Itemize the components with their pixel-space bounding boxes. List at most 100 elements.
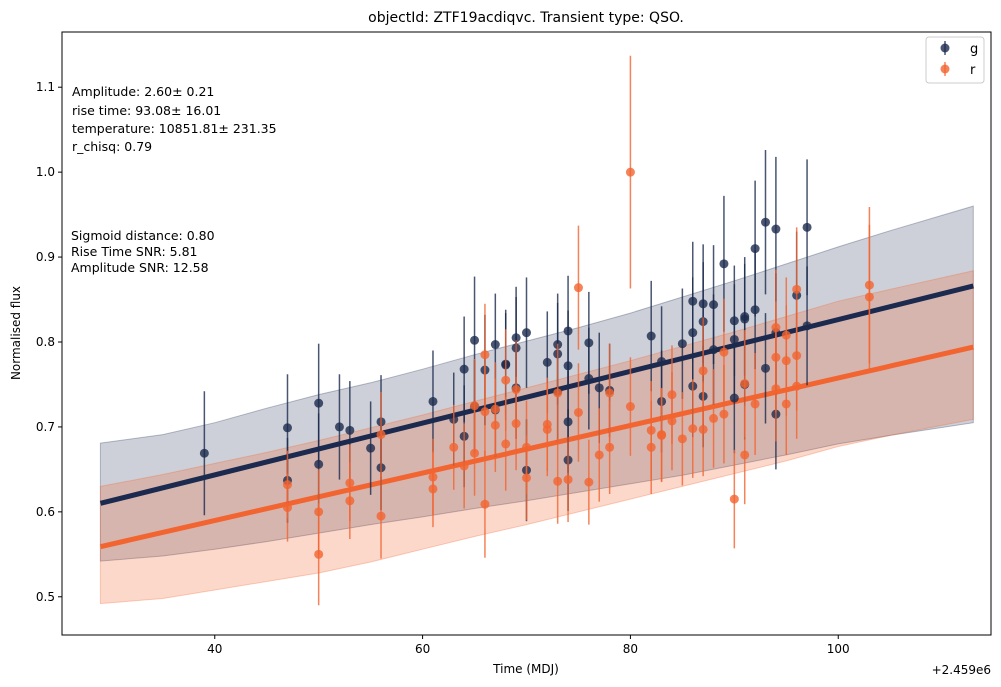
legend-marker-g bbox=[940, 43, 950, 53]
point-r-46 bbox=[698, 366, 708, 376]
point-r-51 bbox=[729, 494, 739, 504]
x-axis-label: Time (MDJ) bbox=[492, 662, 559, 676]
fit-line-r bbox=[99, 344, 974, 550]
point-r-14 bbox=[480, 350, 490, 360]
point-r-52 bbox=[740, 379, 750, 389]
point-g-4 bbox=[314, 459, 324, 469]
point-r-34 bbox=[605, 388, 615, 398]
point-g-61 bbox=[771, 224, 781, 234]
point-r-24 bbox=[522, 473, 531, 483]
point-g-55 bbox=[740, 314, 750, 324]
point-r-11 bbox=[459, 461, 469, 471]
point-g-12 bbox=[459, 364, 469, 374]
x-axis-offset-label: +2.459e6 bbox=[932, 663, 991, 677]
point-r-57 bbox=[771, 384, 781, 394]
annotation-sigmoid-distance: Sigmoid distance: 0.80 bbox=[71, 228, 215, 243]
legend-marker-r bbox=[940, 64, 950, 74]
point-g-5 bbox=[334, 422, 344, 432]
y-tick-label-0.5: 0.5 bbox=[36, 590, 55, 604]
y-tick-label-1: 1.0 bbox=[36, 165, 55, 179]
fit-line-g bbox=[99, 283, 974, 506]
point-g-3 bbox=[314, 398, 324, 408]
y-axis-label: Normalised flux bbox=[9, 286, 23, 380]
point-g-24 bbox=[522, 328, 531, 338]
point-r-49 bbox=[719, 347, 729, 357]
point-r-53 bbox=[740, 450, 750, 460]
point-r-9 bbox=[428, 484, 438, 494]
axes: 40 60 80 100 0.5 0.6 0.7 0.8 0.9 1.0 1.1 bbox=[36, 80, 850, 656]
point-g-57 bbox=[750, 244, 760, 254]
x-tick-label-60: 60 bbox=[415, 642, 430, 656]
point-r-50 bbox=[719, 409, 729, 419]
legend-entry-r: r bbox=[940, 62, 976, 78]
point-r-45 bbox=[688, 424, 698, 434]
annotation-r-chisq: r_chisq: 0.79 bbox=[72, 139, 152, 154]
plot-area bbox=[99, 55, 974, 606]
point-r-35 bbox=[605, 442, 615, 452]
y-tick-label-0.9: 0.9 bbox=[36, 250, 55, 264]
point-g-36 bbox=[594, 383, 604, 393]
legend-box bbox=[925, 36, 985, 84]
point-g-7 bbox=[366, 443, 376, 453]
plot-frame bbox=[61, 31, 992, 636]
point-g-65 bbox=[802, 222, 812, 232]
point-r-30 bbox=[573, 283, 583, 293]
point-g-14 bbox=[470, 335, 480, 345]
point-r-27 bbox=[553, 388, 563, 398]
point-r-16 bbox=[480, 499, 490, 509]
point-r-6 bbox=[376, 430, 386, 440]
point-r-63 bbox=[792, 381, 802, 391]
point-g-59 bbox=[761, 217, 771, 227]
point-r-22 bbox=[511, 419, 521, 429]
point-g-43 bbox=[688, 328, 698, 338]
point-r-36 bbox=[625, 167, 635, 177]
point-r-37 bbox=[625, 402, 635, 412]
x-tick-label-80: 80 bbox=[623, 642, 638, 656]
point-g-49 bbox=[709, 345, 719, 355]
annotation-amplitude-snr: Amplitude SNR: 12.58 bbox=[71, 260, 209, 275]
point-r-7 bbox=[376, 511, 386, 521]
chart-title: objectId: ZTF19acdiqvc. Transient type: … bbox=[368, 10, 684, 26]
y-tick-label-0.8: 0.8 bbox=[36, 335, 55, 349]
point-g-17 bbox=[490, 340, 500, 350]
point-r-54 bbox=[750, 399, 760, 409]
point-r-3 bbox=[314, 549, 324, 559]
annotation-rise-time: rise time: 93.08± 16.01 bbox=[72, 103, 221, 118]
legend: g r bbox=[925, 36, 985, 84]
point-g-31 bbox=[563, 361, 573, 371]
point-r-28 bbox=[553, 476, 563, 486]
point-g-26 bbox=[542, 357, 552, 367]
point-r-32 bbox=[584, 477, 594, 487]
point-g-50 bbox=[719, 259, 729, 269]
point-g-60 bbox=[761, 363, 771, 373]
point-g-35 bbox=[584, 374, 594, 384]
point-g-66 bbox=[802, 321, 812, 331]
fit-annotations: Amplitude: 2.60± 0.21 rise time: 93.08± … bbox=[72, 84, 277, 154]
point-g-53 bbox=[729, 393, 739, 403]
point-r-15 bbox=[480, 407, 490, 417]
point-r-31 bbox=[573, 407, 583, 417]
legend-label-g: g bbox=[970, 42, 978, 57]
legend-entry-g: g bbox=[940, 41, 978, 57]
point-r-1 bbox=[282, 503, 292, 513]
annotation-rise-time-snr: Rise Time SNR: 5.81 bbox=[71, 244, 198, 259]
point-g-58 bbox=[750, 305, 760, 315]
point-r-33 bbox=[594, 450, 604, 460]
y-tick-label-1.1: 1.1 bbox=[36, 80, 55, 94]
point-r-18 bbox=[490, 420, 500, 430]
y-tick-label-0.7: 0.7 bbox=[36, 420, 55, 434]
x-tick-label-40: 40 bbox=[207, 642, 222, 656]
point-r-60 bbox=[781, 399, 791, 409]
point-g-6 bbox=[345, 425, 355, 435]
point-r-48 bbox=[709, 413, 719, 423]
point-r-26 bbox=[542, 424, 552, 434]
point-r-13 bbox=[470, 448, 480, 458]
x-tick-label-100: 100 bbox=[827, 642, 850, 656]
point-r-61 bbox=[792, 284, 802, 294]
y-tick-label-0.6: 0.6 bbox=[36, 505, 55, 519]
point-r-41 bbox=[657, 430, 667, 440]
point-r-20 bbox=[501, 439, 511, 449]
point-g-41 bbox=[677, 339, 687, 349]
legend-label-r: r bbox=[970, 63, 976, 78]
point-r-5 bbox=[345, 496, 355, 506]
